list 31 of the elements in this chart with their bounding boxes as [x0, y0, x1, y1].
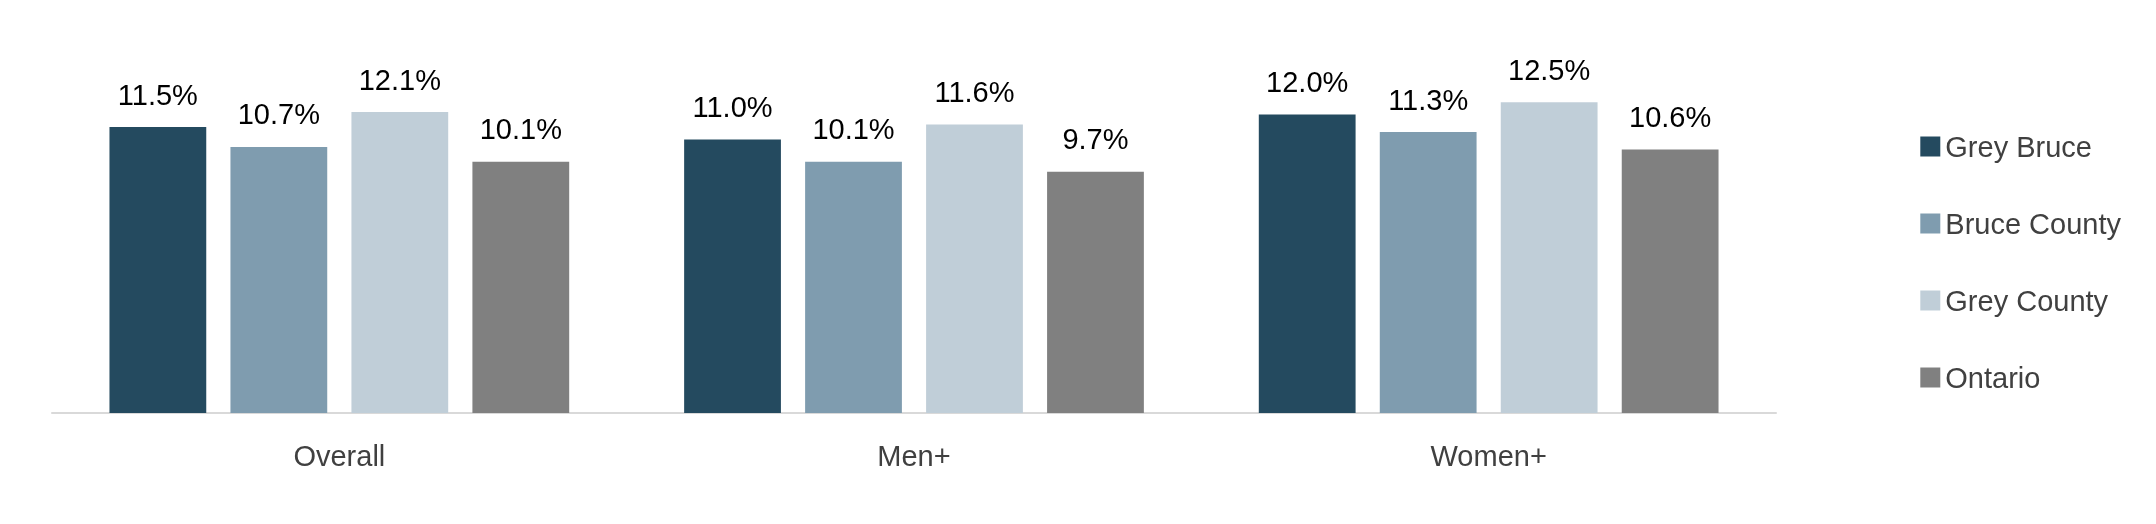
legend-label: Bruce County — [1945, 207, 2122, 240]
bar — [230, 146, 328, 413]
legend-label: Grey County — [1945, 284, 2109, 317]
x-tick-label: Men+ — [877, 439, 951, 472]
bar — [1379, 132, 1477, 413]
data-label: 10.7% — [237, 98, 320, 131]
bar — [1621, 149, 1719, 413]
bar — [109, 127, 207, 413]
data-label: 12.1% — [358, 63, 441, 96]
x-tick-label: Women+ — [1430, 439, 1547, 472]
data-label: 11.0% — [692, 90, 773, 123]
bar — [1258, 114, 1356, 413]
data-label: 10.1% — [812, 113, 895, 146]
bar — [1500, 102, 1598, 413]
data-label: 10.6% — [1629, 100, 1712, 133]
bar — [1047, 171, 1144, 413]
x-tick-label: Overall — [293, 439, 386, 472]
bar — [684, 139, 781, 413]
bar — [351, 112, 449, 413]
bar — [926, 124, 1023, 413]
data-label: 10.1% — [479, 113, 562, 146]
bar — [805, 161, 902, 413]
data-label: 12.5% — [1508, 53, 1591, 86]
data-label: 11.6% — [934, 76, 1015, 109]
legend-label: Ontario — [1945, 361, 2041, 394]
data-label: 9.7% — [1062, 123, 1129, 156]
legend-label: Grey Bruce — [1945, 130, 2092, 163]
data-label: 11.3% — [1388, 83, 1469, 116]
data-label: 12.0% — [1266, 66, 1349, 99]
bar — [472, 161, 570, 413]
data-label: 11.5% — [117, 78, 198, 111]
